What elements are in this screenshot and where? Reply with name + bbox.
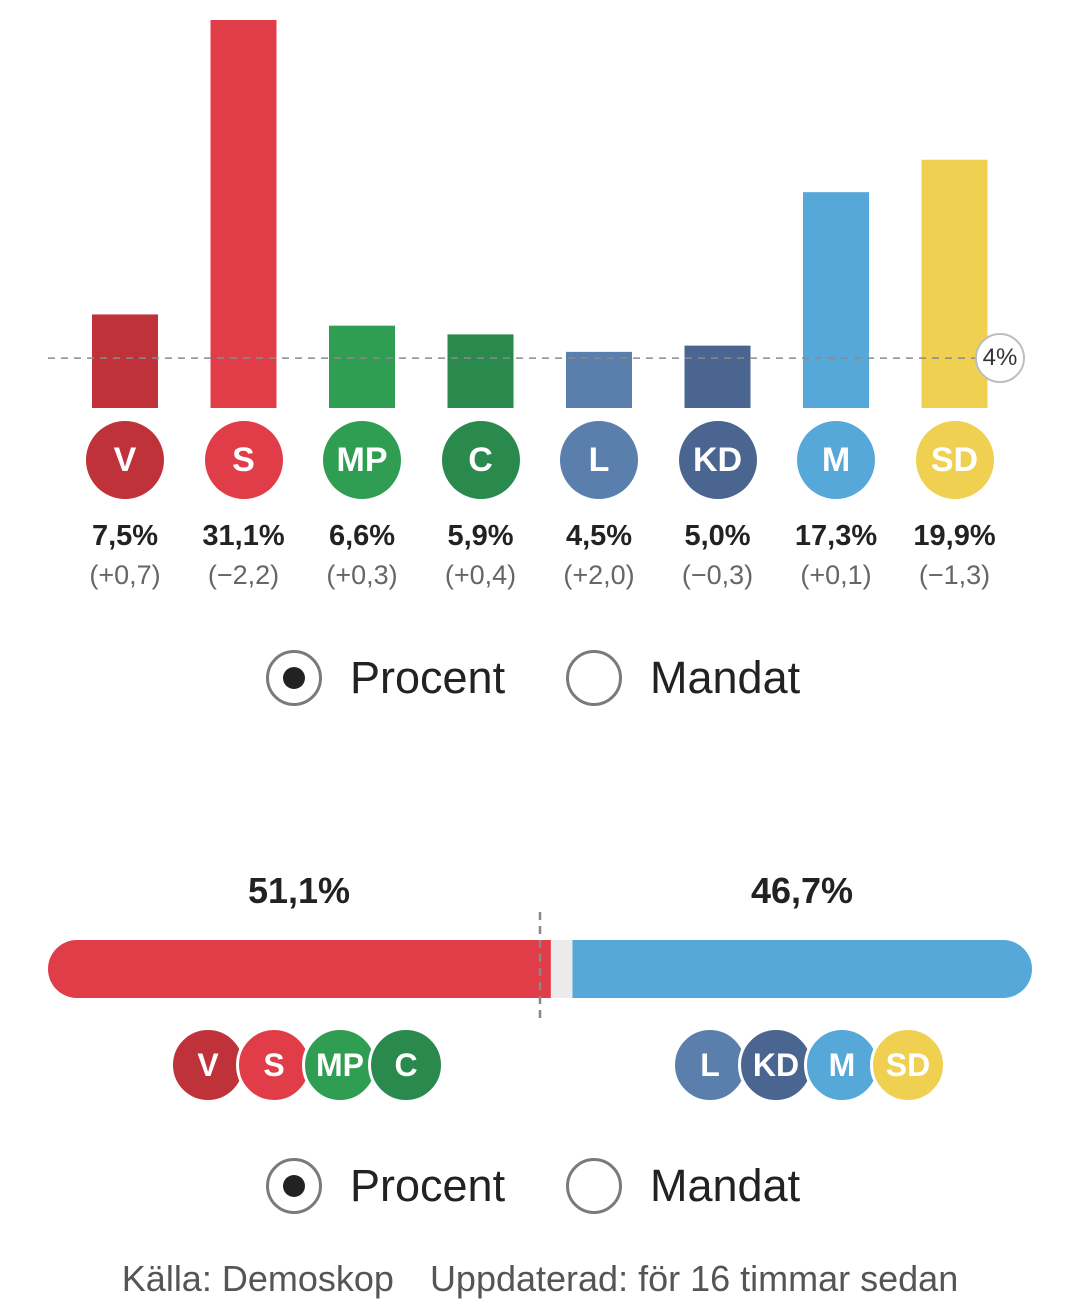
party-badge-sd: SD bbox=[915, 421, 994, 499]
block-party-badge-s: S bbox=[236, 1027, 312, 1103]
radio-label: Mandat bbox=[650, 652, 801, 703]
party-change: (+0,1) bbox=[800, 560, 872, 590]
party-badge-s: S bbox=[204, 421, 283, 499]
party-change: (+0,4) bbox=[444, 560, 517, 590]
radio-button-icon[interactable] bbox=[266, 650, 322, 706]
block-bar-right bbox=[572, 940, 1032, 998]
party-percentage: 6,6% bbox=[328, 520, 396, 552]
block-party-badge-kd: KD bbox=[738, 1027, 814, 1103]
right-block-percentage: 46,7% bbox=[750, 870, 854, 911]
block-party-badge-sd: SD bbox=[870, 1027, 946, 1103]
party-change: (+0,7) bbox=[89, 560, 161, 590]
party-change: (+0,3) bbox=[326, 560, 398, 590]
footer: Källa: Demoskop Uppdaterad: för 16 timma… bbox=[0, 1258, 1080, 1300]
party-badge-v: V bbox=[86, 421, 164, 499]
block-party-badge-m: M bbox=[804, 1027, 880, 1103]
party-percentage: 4,5% bbox=[565, 520, 633, 552]
party-percentage: 7,5% bbox=[91, 520, 159, 552]
party-badge-l: L bbox=[560, 421, 638, 499]
block-party-badge-c: C bbox=[368, 1027, 444, 1103]
left-block-percentage: 51,1% bbox=[247, 870, 351, 911]
radio-button-icon[interactable] bbox=[566, 1158, 622, 1214]
block-bar-left bbox=[48, 940, 551, 998]
radio-selected-dot bbox=[283, 667, 305, 689]
block-party-badge-v: V bbox=[170, 1027, 246, 1103]
bar-c bbox=[447, 334, 514, 408]
bar-mp bbox=[329, 325, 395, 408]
radio-button-icon[interactable] bbox=[266, 1158, 322, 1214]
threshold-badge: 4% bbox=[975, 333, 1025, 384]
radio-selected-dot bbox=[283, 1175, 305, 1197]
party-percentage: 19,9% bbox=[913, 520, 996, 552]
radio-mandat-top[interactable]: Mandat bbox=[566, 650, 800, 706]
party-percentage: 5,9% bbox=[447, 520, 514, 552]
bar-v bbox=[92, 314, 158, 408]
party-change: (−1,3) bbox=[918, 560, 991, 590]
bar-kd bbox=[684, 345, 751, 408]
updated-text: Uppdaterad: för 16 timmar sedan bbox=[429, 1258, 959, 1299]
party-change: (−0,3) bbox=[681, 560, 754, 590]
party-change: (−2,2) bbox=[207, 560, 280, 590]
block-party-badge-l: L bbox=[672, 1027, 748, 1103]
party-badge-kd: KD bbox=[678, 421, 757, 499]
radio-procent-top[interactable]: Procent bbox=[266, 650, 505, 706]
party-badge-m: M bbox=[797, 421, 875, 499]
source-text: Källa: Demoskop bbox=[121, 1258, 394, 1299]
radio-label: Procent bbox=[350, 1160, 506, 1211]
display-toggle-bottom: Procent Mandat bbox=[0, 1158, 1080, 1228]
bar-s bbox=[210, 20, 277, 408]
radio-label: Mandat bbox=[650, 1160, 801, 1211]
party-change: (+2,0) bbox=[563, 560, 635, 590]
party-percentage: 5,0% bbox=[684, 520, 751, 552]
radio-label: Procent bbox=[350, 652, 506, 703]
radio-mandat-bottom[interactable]: Mandat bbox=[566, 1158, 800, 1214]
party-percentage: 17,3% bbox=[794, 520, 878, 552]
bar-m bbox=[803, 192, 869, 408]
block-party-badge-mp: MP bbox=[302, 1027, 378, 1103]
radio-procent-bottom[interactable]: Procent bbox=[266, 1158, 505, 1214]
display-toggle-top: Procent Mandat bbox=[0, 650, 1080, 720]
bar-l bbox=[566, 351, 632, 408]
radio-button-icon[interactable] bbox=[566, 650, 622, 706]
party-badge-mp: MP bbox=[323, 421, 401, 499]
party-badge-c: C bbox=[441, 421, 520, 499]
party-percentage: 31,1% bbox=[202, 520, 285, 552]
